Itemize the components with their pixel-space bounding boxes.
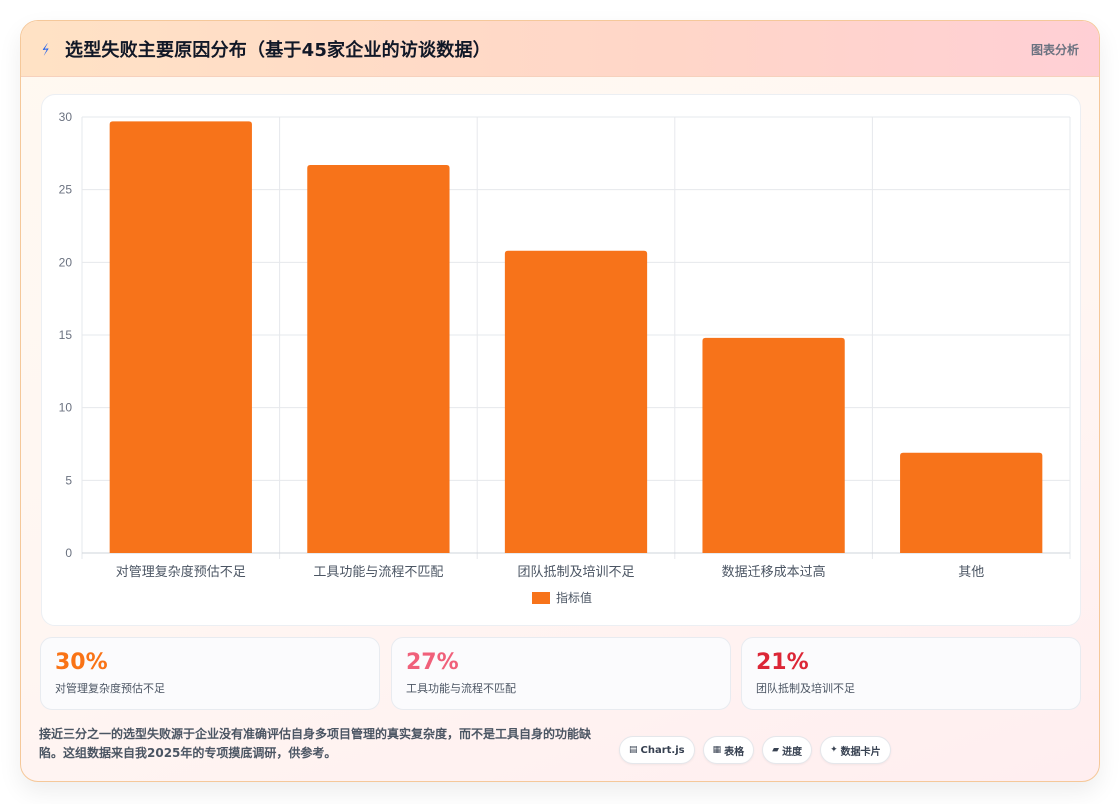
card-title: 选型失败主要原因分布（基于45家企业的访谈数据） [65, 39, 491, 61]
y-tick-label: 30 [59, 110, 73, 124]
y-tick-label: 25 [59, 183, 73, 197]
stat-card-1: 30% 对管理复杂度预估不足 [40, 637, 380, 710]
x-tick-label: 工具功能与流程不匹配 [313, 564, 443, 579]
chart-icon: ▤ [629, 745, 638, 755]
y-tick-label: 10 [59, 401, 73, 415]
bar-chart: 0 5 10 15 20 25 30 对管理复杂度预估不足 工具功能与流程不匹配 团队抵制及培训不… [59, 110, 1071, 605]
x-tick-label: 团队抵制及培训不足 [517, 564, 634, 579]
x-tick-label: 数据迁移成本过高 [722, 564, 826, 579]
chip-table[interactable]: ▦ 表格 [702, 736, 755, 764]
lightning-icon: ⚡ [38, 40, 54, 60]
stat-card-3: 21% 团队抵制及培训不足 [741, 637, 1081, 710]
chip-chartjs[interactable]: ▤ Chart.js [619, 736, 695, 764]
table-icon: ▦ [712, 745, 722, 755]
bar [307, 164, 450, 553]
legend-swatch [532, 592, 550, 604]
bar [109, 121, 252, 554]
footer-description: 接近三分之一的选型失败源于企业没有准确评估自身多项目管理的真实复杂度，而不是工具… [39, 727, 592, 760]
x-tick-label: 其他 [958, 564, 984, 579]
legend-label: 指标值 [556, 590, 592, 605]
stat-label: 团队抵制及培训不足 [756, 682, 855, 695]
feature-chips: ▤ Chart.js ▦ 表格 ▰ 进度 ✦ 数据卡片 [619, 736, 891, 764]
x-tick-label: 对管理复杂度预估不足 [116, 564, 246, 579]
stat-value: 30% [55, 650, 108, 675]
y-tick-label: 0 [65, 546, 72, 560]
card-header: ⚡ 选型失败主要原因分布（基于45家企业的访谈数据） 图表分析 [21, 21, 1099, 77]
sparkle-icon: ✦ [830, 745, 838, 755]
bar [702, 337, 845, 553]
stat-label: 工具功能与流程不匹配 [406, 682, 516, 695]
chart-card: ⚡ 选型失败主要原因分布（基于45家企业的访谈数据） 图表分析 0 5 10 15 20… [20, 20, 1100, 782]
stat-value: 27% [406, 650, 459, 675]
stat-label: 对管理复杂度预估不足 [55, 682, 165, 695]
stat-value: 21% [756, 650, 809, 675]
chip-label: 进度 [782, 746, 803, 758]
chip-label: Chart.js [640, 744, 685, 756]
chip-label: 表格 [724, 746, 745, 758]
chart-analysis-tag: 图表分析 [1030, 43, 1079, 57]
y-tick-label: 20 [59, 255, 73, 269]
bar [900, 452, 1043, 553]
y-tick-label: 15 [59, 328, 73, 342]
chip-progress[interactable]: ▰ 进度 [762, 736, 813, 764]
stat-card-2: 27% 工具功能与流程不匹配 [391, 637, 731, 710]
bar [504, 250, 648, 553]
chip-label: 数据卡片 [840, 746, 881, 758]
y-tick-label: 5 [65, 473, 72, 487]
chart-panel: 0 5 10 15 20 25 30 对管理复杂度预估不足 工具功能与流程不匹配 团队抵制及培训不… [41, 94, 1081, 626]
progress-icon: ▰ [772, 745, 780, 755]
chip-data-card[interactable]: ✦ 数据卡片 [820, 736, 891, 764]
